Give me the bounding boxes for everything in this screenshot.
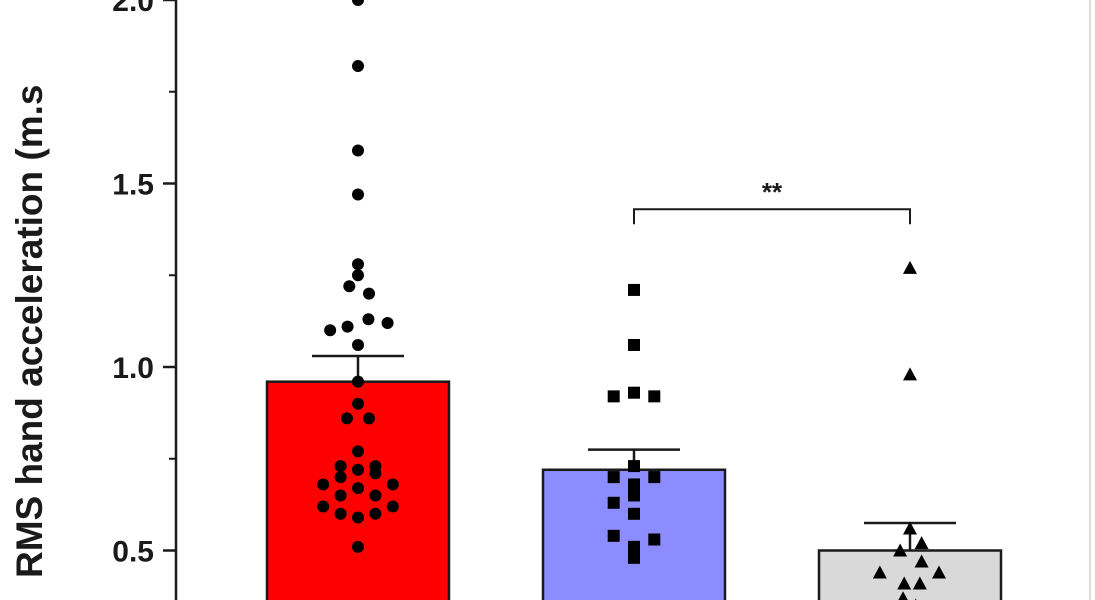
data-point <box>381 316 394 329</box>
data-point <box>352 338 364 351</box>
y-tick-label: 1.0 <box>112 352 154 385</box>
data-point <box>628 551 640 564</box>
data-point <box>352 482 364 495</box>
data-point <box>352 269 364 282</box>
data-point <box>334 489 347 502</box>
data-point <box>607 529 620 542</box>
data-point <box>914 536 929 550</box>
data-point <box>903 521 917 535</box>
data-point <box>352 60 364 73</box>
data-point <box>607 471 620 484</box>
data-point <box>317 500 330 513</box>
data-point <box>352 144 364 157</box>
data-point <box>628 507 640 520</box>
data-point <box>607 496 620 509</box>
data-point <box>352 0 364 6</box>
data-point <box>903 260 917 274</box>
data-point <box>628 386 640 399</box>
data-point <box>386 500 399 513</box>
data-point <box>334 471 347 484</box>
data-point <box>872 565 887 579</box>
significance-bracket <box>633 208 911 225</box>
data-point <box>628 489 640 502</box>
data-point <box>369 467 382 480</box>
data-point <box>340 412 353 425</box>
data-point <box>324 324 337 337</box>
data-point <box>628 478 640 491</box>
data-point <box>334 507 347 520</box>
data-point <box>648 471 661 484</box>
data-point <box>341 320 354 333</box>
data-point <box>352 375 364 388</box>
y-tick-label: 2.0 <box>112 0 154 18</box>
data-points <box>317 0 946 600</box>
data-point <box>369 489 382 502</box>
data-point <box>903 367 917 381</box>
data-point <box>607 390 620 403</box>
data-point <box>352 511 364 524</box>
data-point <box>352 258 364 271</box>
significance-annotation: ** <box>633 177 911 225</box>
data-point <box>352 463 364 476</box>
data-point <box>343 280 356 293</box>
data-point <box>352 445 364 458</box>
data-point <box>628 460 640 473</box>
data-point <box>334 460 347 473</box>
data-point <box>386 478 399 491</box>
data-point <box>628 540 640 553</box>
y-axis-label: RMS hand acceleration (m.s <box>9 85 50 578</box>
data-point <box>352 397 364 410</box>
data-point <box>352 188 364 201</box>
significance-label: ** <box>762 177 783 207</box>
data-point <box>932 565 946 579</box>
data-point <box>898 591 908 600</box>
data-point <box>648 533 661 546</box>
axes: 0.5 1.0 1.5 2.0 <box>112 0 1091 600</box>
y-tick-label: 1.5 <box>112 169 154 202</box>
data-point <box>628 283 640 296</box>
data-point <box>317 478 330 491</box>
data-point <box>893 543 908 557</box>
data-point <box>362 313 375 326</box>
data-point <box>912 576 927 590</box>
data-point <box>363 412 376 425</box>
data-point <box>914 554 929 568</box>
data-point <box>363 287 376 300</box>
data-point <box>897 576 912 590</box>
data-point <box>628 338 640 351</box>
bar <box>817 549 1003 600</box>
data-point <box>369 507 382 520</box>
data-point <box>648 390 661 403</box>
data-point <box>352 540 364 553</box>
y-tick-label: 0.5 <box>112 536 154 569</box>
